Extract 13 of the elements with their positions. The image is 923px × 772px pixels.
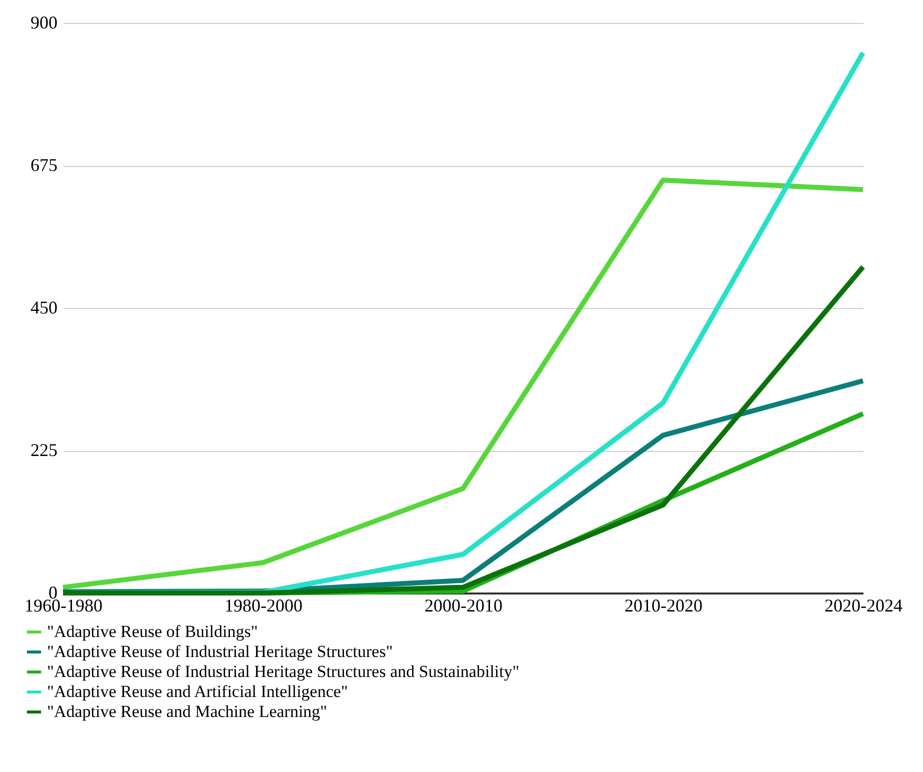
y-tick-label: 675 — [30, 155, 58, 175]
legend-label: "Adaptive Reuse of Buildings" — [47, 622, 258, 641]
y-tick-label: 450 — [30, 298, 58, 318]
legend-label: "Adaptive Reuse and Artificial Intelligence" — [47, 682, 348, 701]
x-tick-label: 2010-2020 — [624, 596, 702, 616]
x-tick-label: 2000-2010 — [424, 596, 502, 616]
legend-label: "Adaptive Reuse and Machine Learning" — [47, 702, 328, 721]
legend-label: "Adaptive Reuse of Industrial Heritage Structures and Sustainability" — [47, 662, 520, 681]
y-tick-label: 900 — [30, 12, 58, 32]
x-tick-label: 2020-2024 — [824, 596, 902, 616]
y-tick-label: 225 — [30, 440, 58, 460]
legend-label: "Adaptive Reuse of Industrial Heritage Structures" — [47, 642, 393, 661]
x-tick-label: 1980-2000 — [224, 596, 302, 616]
